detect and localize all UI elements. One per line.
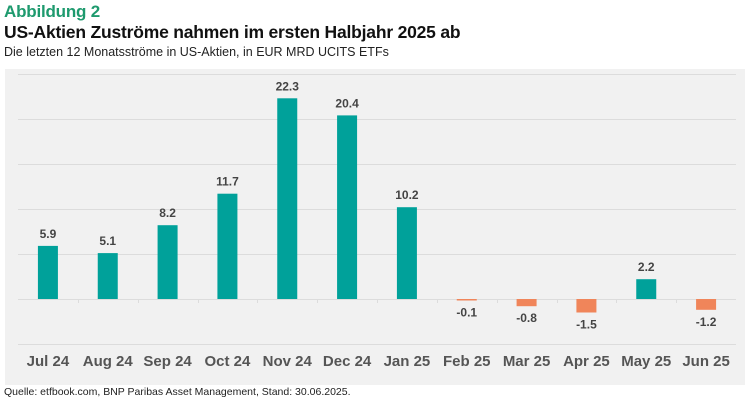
x-tick-label: Mar 25 bbox=[503, 353, 551, 370]
bar-sep-24 bbox=[157, 225, 178, 299]
data-label: 5.9 bbox=[40, 227, 57, 241]
bar-apr-25 bbox=[576, 299, 597, 313]
bar-feb-25 bbox=[456, 299, 477, 301]
x-tick-label: Oct 24 bbox=[204, 353, 251, 370]
x-axis-ticks: Jul 24 Aug 24 Sep 24 Oct 24 Nov 24 Dec 24 Jan … bbox=[27, 353, 730, 370]
x-tick-label: Aug 24 bbox=[83, 353, 134, 370]
chart-area: 5.9 5.1 8.2 11.7 22.3 20.4 10.2 -0.1 -0.8 -1.5 2.2… bbox=[5, 69, 745, 385]
source-note: Quelle: etfbook.com, BNP Paribas Asset M… bbox=[4, 386, 351, 398]
data-label: -1.5 bbox=[576, 318, 597, 332]
bars bbox=[37, 98, 717, 313]
bar-oct-24 bbox=[217, 193, 238, 299]
bar-jul-24 bbox=[37, 245, 58, 299]
chart-title: US-Aktien Zuströme nahmen im ersten Halb… bbox=[4, 22, 461, 42]
x-tick-label: Jul 24 bbox=[27, 353, 70, 370]
bar-jun-25 bbox=[696, 299, 717, 310]
data-label: -0.8 bbox=[516, 311, 537, 325]
x-tick-label: May 25 bbox=[621, 353, 671, 370]
x-tick-label: Jun 25 bbox=[682, 353, 730, 370]
bar-may-25 bbox=[636, 279, 657, 299]
data-label: 8.2 bbox=[159, 206, 176, 220]
x-tick-label: Apr 25 bbox=[563, 353, 610, 370]
chart-subtitle: Die letzten 12 Monatsströme in US-Aktien… bbox=[4, 45, 389, 59]
data-label: -1.2 bbox=[696, 315, 717, 329]
data-label: 20.4 bbox=[335, 96, 359, 110]
data-label: 10.2 bbox=[395, 188, 419, 202]
x-tick-label: Feb 25 bbox=[443, 353, 491, 370]
data-label: 5.1 bbox=[99, 234, 116, 248]
x-tick-label: Jan 25 bbox=[384, 353, 431, 370]
data-label: 11.7 bbox=[216, 175, 239, 189]
bar-chart: 5.9 5.1 8.2 11.7 22.3 20.4 10.2 -0.1 -0.8 -1.5 2.2… bbox=[18, 74, 736, 370]
x-tick-label: Nov 24 bbox=[263, 353, 313, 370]
gridlines bbox=[18, 74, 736, 345]
x-tick-label: Sep 24 bbox=[143, 353, 192, 370]
data-labels: 5.9 5.1 8.2 11.7 22.3 20.4 10.2 -0.1 -0.8 -1.5 2.2… bbox=[40, 79, 717, 331]
data-label: -0.1 bbox=[456, 306, 477, 320]
data-label: 2.2 bbox=[638, 260, 655, 274]
bar-aug-24 bbox=[97, 253, 118, 299]
bar-jan-25 bbox=[396, 207, 417, 299]
figure-label: Abbildung 2 bbox=[4, 2, 101, 21]
bar-nov-24 bbox=[277, 98, 298, 299]
bar-dec-24 bbox=[337, 115, 358, 300]
x-tick-label: Dec 24 bbox=[323, 353, 372, 370]
data-label: 22.3 bbox=[276, 79, 300, 93]
bar-mar-25 bbox=[516, 299, 537, 307]
